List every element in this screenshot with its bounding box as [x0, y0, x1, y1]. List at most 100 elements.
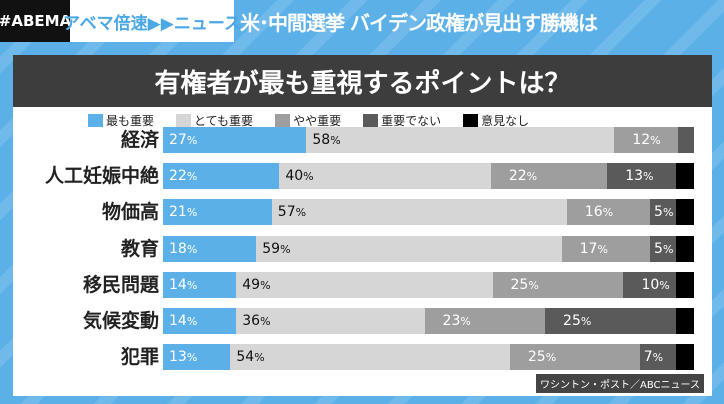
data-label: 7: [643, 349, 653, 366]
unit-label: %: [260, 278, 271, 292]
data-label: 10: [641, 276, 660, 293]
bar-segment: 16%: [566, 199, 651, 226]
unit-label: %: [597, 242, 608, 256]
data-label: 17: [579, 240, 598, 257]
legend-swatch: [363, 114, 379, 127]
headline: 米･中間選挙 バイデン政権が見出す勝機は: [240, 10, 598, 35]
data-label: 58: [312, 132, 331, 148]
stacked-bar: 13% 54% 25% 7%: [163, 344, 694, 371]
legend: 最も重要 とても重要 やや重要 重要でない 意見なし: [88, 112, 529, 129]
data-label: 25: [510, 276, 529, 293]
bar-segment: 54%: [230, 344, 510, 371]
legend-label: やや重要: [293, 114, 342, 128]
data-label: 22: [169, 168, 187, 185]
stacked-bar: 27% 58% 12%: [163, 127, 694, 153]
stacked-bar: 14% 49% 25% 10%: [163, 271, 695, 298]
bar-segment: 21%: [163, 199, 272, 226]
data-label: 21: [169, 204, 187, 221]
legend-label: 意見なし: [481, 114, 530, 128]
chart-panel: 有権者が最も重視するポイントは？ 最も重要 とても重要 やや重要 重要でない 意見なし …: [13, 55, 712, 396]
data-label: 25: [527, 349, 546, 366]
bar-segment: 58%: [306, 127, 615, 153]
legend-swatch: [463, 114, 479, 127]
unit-label: %: [659, 278, 670, 292]
bar-segment: 18%: [163, 235, 257, 262]
data-label: 57: [277, 204, 296, 221]
unit-label: %: [643, 170, 654, 184]
stacked-bar: 22% 40% 22% 13%: [163, 163, 694, 190]
bar-segment: [676, 271, 695, 298]
bar-segment: 10%: [623, 271, 677, 298]
legend-label: 重要でない: [381, 114, 442, 128]
bar-row: 物価高 21% 57% 16% 5%: [13, 199, 712, 226]
unit-label: %: [186, 315, 198, 328]
unit-label: %: [260, 315, 271, 328]
source-label: ワシントン・ポスト／ABCニュース: [535, 374, 704, 393]
bar-segment: 25%: [509, 344, 640, 371]
category-label: 移民問題: [82, 273, 159, 296]
legend-item: とても重要: [176, 112, 253, 129]
data-label: 54: [236, 349, 255, 366]
data-label: 16: [584, 204, 603, 221]
bar-segment: 49%: [236, 271, 493, 298]
bar-segment: 36%: [236, 308, 425, 334]
data-label: 59: [262, 240, 281, 257]
unit-label: %: [650, 134, 661, 147]
data-label: 14: [169, 313, 187, 329]
bar-segment: 25%: [492, 271, 624, 298]
legend-item: 最も重要: [88, 112, 154, 129]
data-label: 23: [442, 313, 461, 329]
bar-segment: 23%: [424, 308, 546, 334]
legend-item: 重要でない: [363, 112, 441, 129]
bar-segment: 13%: [607, 163, 676, 190]
legend-swatch: [88, 114, 103, 127]
data-label: 25: [563, 313, 581, 329]
data-label: 13: [625, 168, 644, 185]
chart-title: 有権者が最も重視するポイントは？: [13, 55, 712, 107]
category-label: 気候変動: [82, 310, 159, 332]
category-label: 経済: [120, 129, 159, 151]
unit-label: %: [303, 170, 314, 184]
bar-segment: 14%: [163, 271, 237, 298]
unit-label: %: [186, 351, 198, 365]
unit-label: %: [652, 351, 664, 365]
legend-label: 最も重要: [106, 114, 155, 128]
bar-segment: 27%: [163, 127, 307, 153]
data-label: 36: [242, 313, 261, 329]
bar-segment: 25%: [545, 308, 676, 334]
unit-label: %: [460, 315, 471, 328]
data-label: 27: [169, 132, 187, 148]
data-label: 12: [632, 132, 651, 148]
bar-row: 教育 18% 59% 17% 5%: [13, 235, 712, 262]
category-label: 教育: [120, 237, 159, 260]
bar-segment: 13%: [163, 344, 231, 371]
unit-label: %: [295, 206, 307, 220]
brand-logo: #ABEMA: [0, 0, 71, 42]
bar-segment: 5%: [650, 235, 676, 262]
stacked-bar: 14% 36% 23% 25%: [163, 308, 694, 334]
stacked-bar: 18% 59% 17% 5%: [163, 235, 694, 262]
unit-label: %: [526, 170, 538, 184]
data-label: 22: [508, 168, 527, 185]
bar-segment: 40%: [279, 163, 491, 190]
unit-label: %: [186, 134, 198, 147]
bar-segment: 17%: [561, 235, 651, 262]
unit-label: %: [662, 242, 674, 256]
bar-row: 人工妊娠中絶 22% 40% 22% 13%: [13, 163, 712, 190]
unit-label: %: [662, 206, 674, 220]
legend-label: とても重要: [194, 114, 254, 128]
data-label: 18: [169, 240, 187, 257]
unit-label: %: [186, 170, 198, 184]
bar-segment: 5%: [650, 199, 676, 226]
bar-segment: [676, 308, 694, 334]
bar-row: 気候変動 14% 36% 23% 25%: [13, 308, 712, 334]
unit-label: %: [254, 351, 265, 365]
category-label: 犯罪: [120, 346, 159, 369]
bar-segment: [676, 199, 694, 226]
legend-swatch: [275, 114, 291, 127]
category-label: 物価高: [101, 201, 159, 224]
unit-label: %: [186, 278, 198, 292]
data-label: 49: [242, 276, 261, 293]
category-label: 人工妊娠中絶: [44, 165, 159, 188]
bar-segment: 22%: [163, 163, 280, 190]
